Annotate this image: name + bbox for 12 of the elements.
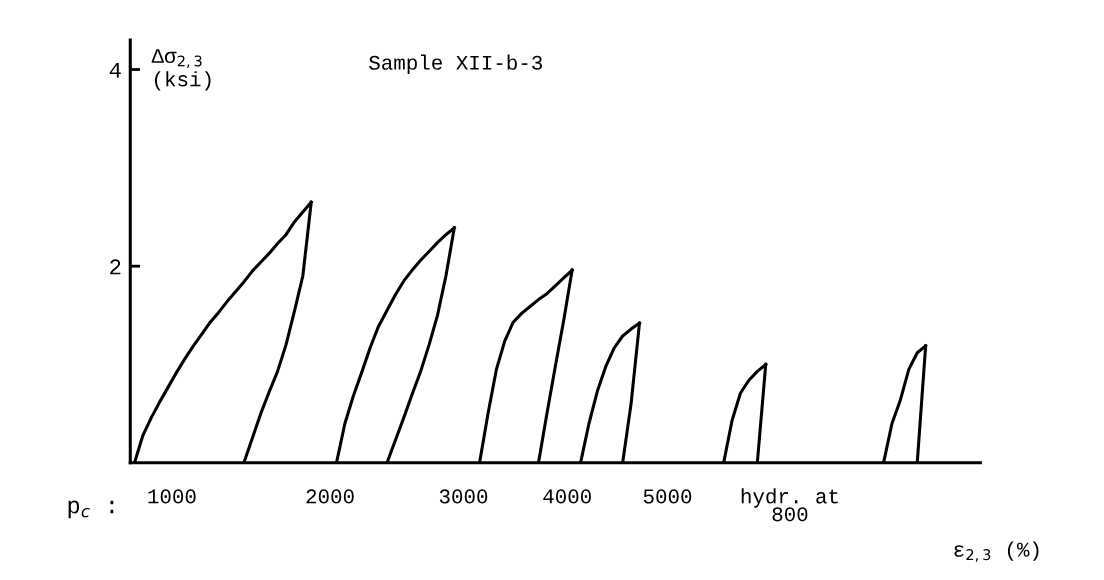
text: 5000 — [643, 489, 692, 504]
y-tick-label: 2 — [110, 259, 121, 275]
text: p$_{c}$ : — [68, 500, 114, 519]
text: ε$_{2,3}$ (%) — [954, 541, 1039, 562]
y-axis-title: Δσ$_{2,3}$ (ksi) — [151, 49, 211, 91]
y-tick-label: 4 — [109, 62, 121, 78]
text: 3000 — [439, 489, 488, 504]
text: 4000 — [543, 489, 591, 504]
text: 2000 — [306, 489, 354, 504]
text: hydr. at 800 — [741, 488, 838, 522]
text: Sample XII-b-3 — [369, 54, 542, 74]
text: 1000 — [148, 489, 196, 504]
